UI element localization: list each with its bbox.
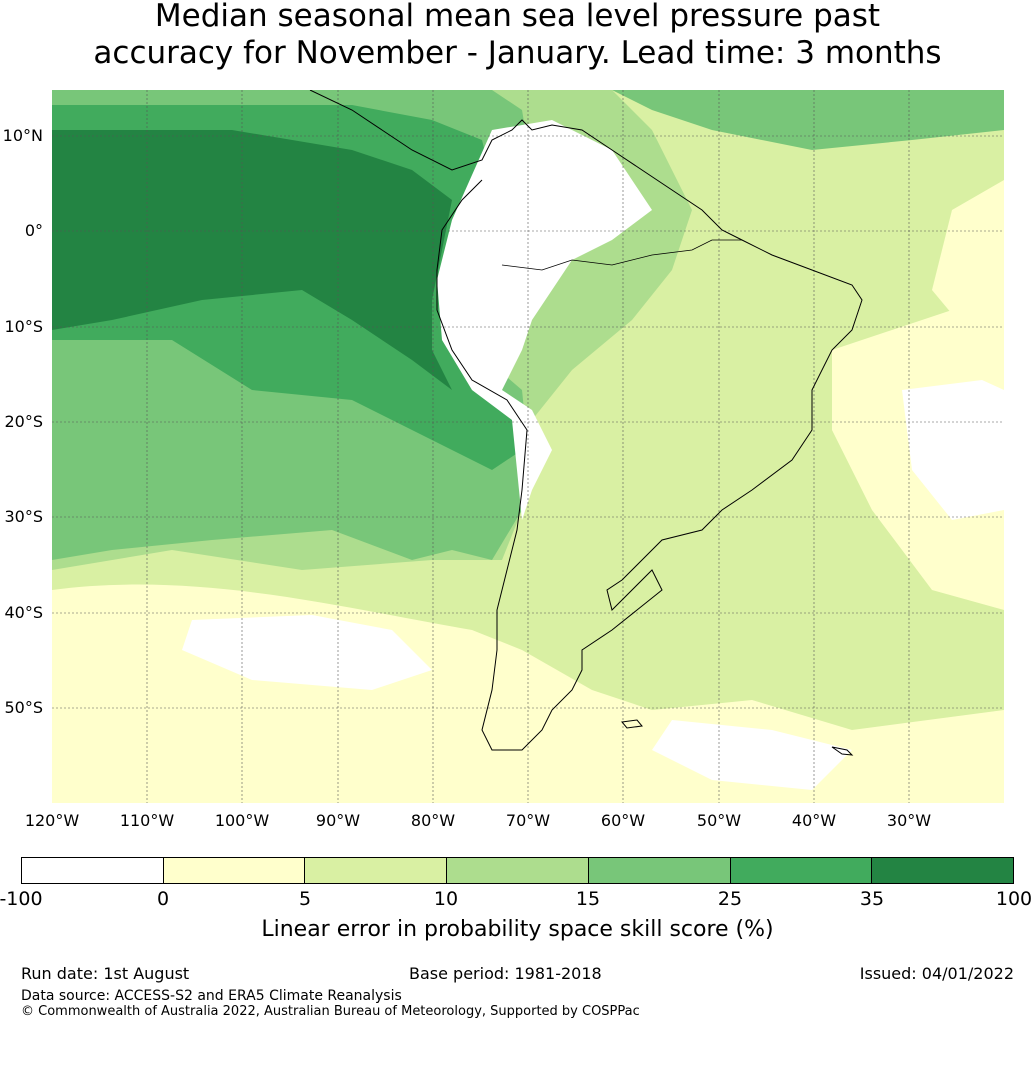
colorbar-tick: 25 [717, 888, 743, 910]
title-line-1: Median seasonal mean sea level pressure … [154, 0, 881, 34]
lon-label-80w: 80°W [410, 811, 456, 830]
copyright: © Commonwealth of Australia 2022, Austra… [21, 1004, 640, 1019]
colorbar-tick: 15 [575, 888, 601, 910]
colorbar-tick: 10 [433, 888, 459, 910]
skill-zone-negative-se [652, 720, 852, 790]
lat-label-10s: 10°S [4, 317, 43, 336]
map-title: Median seasonal mean sea level pressure … [0, 0, 1035, 72]
colorbar-segment [163, 858, 306, 883]
skill-zone-negative-land [437, 120, 652, 520]
colorbar-label: Linear error in probability space skill … [261, 917, 774, 942]
lat-label-30s: 30°S [4, 507, 43, 526]
colorbar-segment [447, 858, 589, 883]
title-line-2: accuracy for November - January. Lead ti… [93, 35, 942, 71]
lon-label-90w: 90°W [315, 811, 361, 830]
lat-label-10n: 10°N [2, 126, 43, 145]
graticule [52, 90, 1004, 803]
issued-date: Issued: 04/01/2022 [859, 964, 1014, 983]
colorbar-tick: 100 [995, 888, 1033, 910]
south-georgia [831, 746, 854, 756]
skill-zone-atlantic-15-25 [612, 90, 1004, 150]
colorbar [21, 857, 1014, 884]
lat-label-20s: 20°S [4, 412, 43, 431]
base-period: Base period: 1981-2018 [409, 964, 602, 983]
colorbar-segment [730, 858, 873, 883]
lon-label-50w: 50°W [696, 811, 742, 830]
lon-label-30w: 30°W [886, 811, 932, 830]
map-canvas [52, 90, 1004, 803]
colorbar-segment [588, 858, 731, 883]
skill-zone-35-100 [52, 130, 452, 390]
lat-label-50s: 50°S [4, 698, 43, 717]
lat-label-0: 0° [24, 221, 43, 240]
colorbar-segment [22, 858, 164, 883]
skill-zone-negative-south [182, 615, 432, 690]
south-america-coastline [309, 90, 863, 751]
colorbar-segment [305, 858, 448, 883]
data-source: Data source: ACCESS-S2 and ERA5 Climate … [21, 988, 402, 1004]
lon-label-120w: 120°W [24, 811, 80, 830]
colorbar-segment [872, 858, 1014, 883]
colorbar-tick: 5 [298, 888, 312, 910]
colorbar-tick: 35 [859, 888, 885, 910]
lat-label-40s: 40°S [4, 603, 43, 622]
lon-label-40w: 40°W [791, 811, 837, 830]
lon-label-110w: 110°W [119, 811, 175, 830]
skill-zone-white-atlantic [902, 380, 1004, 520]
skill-map[interactable] [52, 90, 1004, 803]
colorbar-tick: -100 [0, 888, 43, 910]
lon-label-100w: 100°W [214, 811, 270, 830]
lon-label-60w: 60°W [600, 811, 646, 830]
colorbar-tick: 0 [156, 888, 170, 910]
falkland-islands [621, 719, 643, 729]
amazon-river [501, 239, 742, 271]
lon-label-70w: 70°W [505, 811, 551, 830]
run-date: Run date: 1st August [21, 964, 190, 983]
